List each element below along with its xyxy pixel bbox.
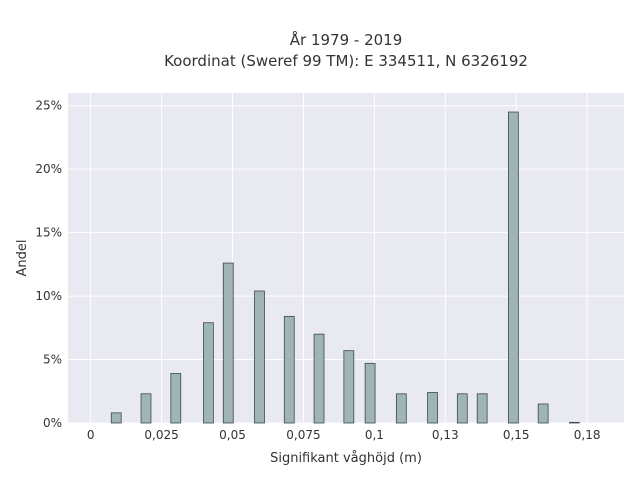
histogram-bar-0: [110, 412, 122, 424]
chart-title-line1: År 1979 - 2019: [290, 30, 403, 49]
y-tick-label-1: 5%: [43, 353, 62, 367]
histogram-bar-12: [456, 393, 468, 424]
y-tick-labels: 0% 5% 10% 15% 20% 25%: [35, 99, 62, 430]
y-tick-label-3: 15%: [35, 226, 62, 240]
histogram-bar-9: [364, 362, 376, 424]
histogram-bar-3: [203, 322, 214, 424]
y-axis-label: Andel: [15, 240, 30, 277]
chart-title-line2: Koordinat (Sweref 99 TM): E 334511, N 63…: [164, 52, 528, 70]
y-tick-label-4: 20%: [35, 162, 62, 176]
histogram-bar-6: [283, 315, 295, 424]
x-tick-labels: 0 0,025 0,05 0,075 0,1 0,13 0,15 0,18: [87, 428, 601, 442]
histogram-bar-2: [170, 373, 182, 424]
x-tick-label-7: 0,18: [574, 428, 601, 442]
y-tick-label-0: 0%: [43, 416, 62, 430]
histogram-bar-14: [508, 111, 519, 424]
histogram-bar-15: [537, 403, 549, 424]
x-tick-label-2: 0,05: [219, 428, 246, 442]
histogram-bar-16: [568, 421, 580, 424]
x-tick-label-1: 0,025: [144, 428, 178, 442]
histogram-bar-13: [476, 393, 488, 424]
y-tick-label-2: 10%: [35, 289, 62, 303]
y-tick-label-5: 25%: [35, 99, 62, 113]
histogram-bar-7: [313, 333, 325, 424]
histogram-bar-5: [254, 290, 265, 424]
x-tick-label-4: 0,1: [365, 428, 384, 442]
x-tick-label-6: 0,15: [503, 428, 530, 442]
histogram-bar-11: [427, 392, 438, 424]
histogram-bar-8: [343, 350, 355, 424]
x-axis-label: Signifikant våghöjd (m): [270, 451, 422, 466]
histogram-bar-1: [140, 393, 152, 424]
histogram-bar-4: [222, 262, 234, 424]
x-tick-label-3: 0,075: [286, 428, 320, 442]
x-tick-label-5: 0,13: [432, 428, 459, 442]
bars: [110, 111, 580, 424]
histogram-bar-10: [395, 393, 407, 424]
x-tick-label-0: 0: [87, 428, 95, 442]
